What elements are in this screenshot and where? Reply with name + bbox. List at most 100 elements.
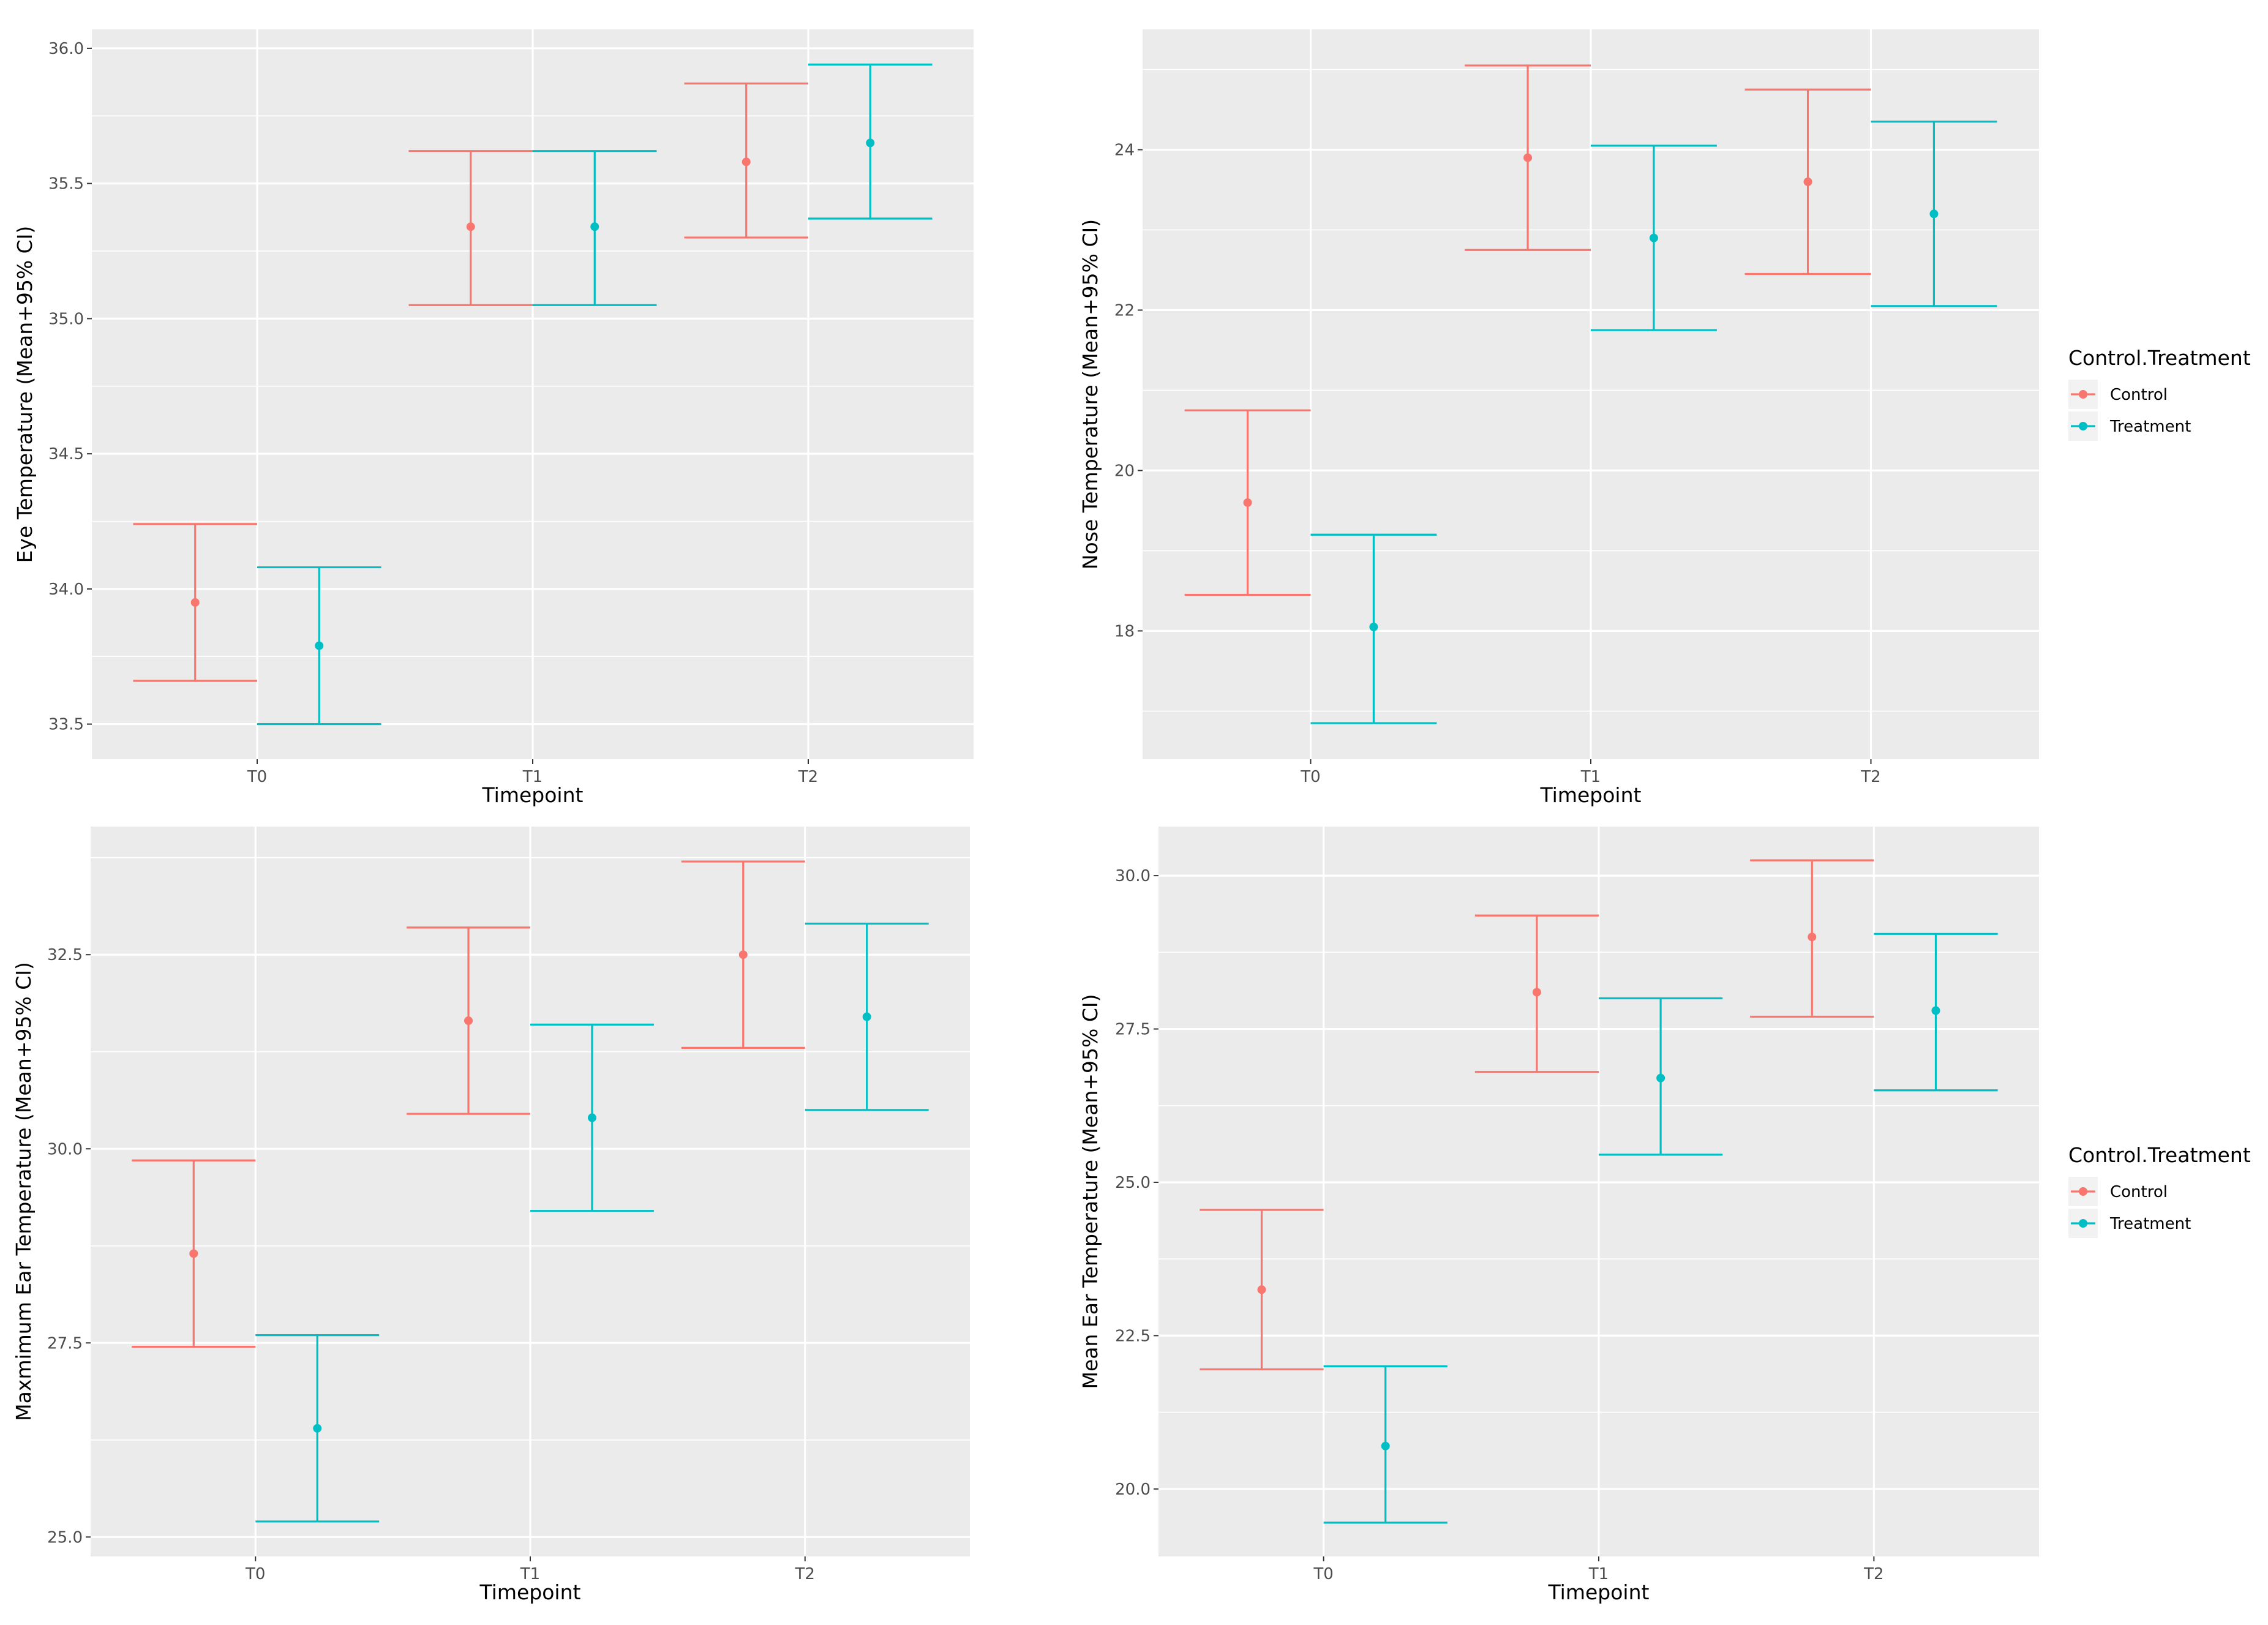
y-tick-label: 32.5 bbox=[47, 946, 83, 964]
mean-point bbox=[738, 950, 748, 959]
mean-point bbox=[1523, 153, 1533, 162]
errorbar-control-T0 bbox=[133, 523, 257, 682]
legend-label: Treatment bbox=[2109, 418, 2191, 436]
legend-item-treatment: Treatment bbox=[2068, 411, 2191, 441]
x-tick-label: T2 bbox=[1863, 1565, 1883, 1583]
y-tick-label: 35.0 bbox=[48, 310, 84, 328]
mean-point bbox=[1532, 988, 1541, 997]
x-tick-label: T2 bbox=[795, 1565, 815, 1583]
errorbar-control-T2 bbox=[1750, 859, 1874, 1018]
legend-label: Control bbox=[2110, 386, 2168, 404]
legend-title: Control.Treatment bbox=[2068, 1143, 2251, 1167]
mean-point bbox=[315, 641, 324, 650]
errorbar-treatment-T0 bbox=[255, 1334, 380, 1523]
mean-point bbox=[862, 1012, 871, 1021]
mean-point bbox=[1257, 1285, 1266, 1294]
errorbar-treatment-T0 bbox=[1310, 533, 1437, 724]
panel-3: 25.0 27.5 30.0 32.5 T0 T1 T2 Timepoint Maxmimum … bbox=[12, 827, 970, 1604]
errorbar-treatment-T2 bbox=[1871, 121, 1997, 307]
x-tick-label: T1 bbox=[1588, 1565, 1609, 1583]
y-tick-label: 18 bbox=[1114, 622, 1135, 640]
x-tick-label: T0 bbox=[1313, 1565, 1333, 1583]
legend-label: Treatment bbox=[2109, 1215, 2191, 1233]
legend-item-treatment: Treatment bbox=[2068, 1209, 2191, 1238]
legend-key-point bbox=[2079, 1187, 2087, 1196]
errorbar-control-T2 bbox=[684, 82, 808, 239]
legend-label: Control bbox=[2110, 1183, 2168, 1201]
legend-key-point bbox=[2079, 390, 2087, 399]
y-tick-label: 27.5 bbox=[47, 1334, 83, 1353]
mean-point bbox=[866, 138, 875, 148]
y-tick-label: 34.5 bbox=[48, 445, 84, 463]
legend-2: Control.Treatment Control Treatment bbox=[2068, 1143, 2251, 1238]
y-tick-label: 33.5 bbox=[48, 716, 84, 734]
x-tick-label: T0 bbox=[245, 1565, 265, 1583]
panel-1: 33.5 34.0 34.5 35.0 35.5 36.0 T0 T1 T2 Timepoint E… bbox=[13, 29, 974, 807]
mean-point bbox=[464, 1016, 473, 1026]
y-tick-label: 20 bbox=[1114, 462, 1135, 480]
y-axis-title: Nose Temperature (Mean+95% CI) bbox=[1078, 219, 1102, 569]
y-tick-label: 25.0 bbox=[47, 1528, 83, 1547]
panel-2: 18 20 22 24 T0 T1 T2 Timepoint Nose Temperature … bbox=[1078, 29, 2039, 807]
y-tick-label: 30.0 bbox=[47, 1140, 83, 1158]
x-axis-title: Timepoint bbox=[1540, 783, 1642, 807]
errorbar-treatment-T1 bbox=[530, 1023, 654, 1212]
mean-point bbox=[1803, 177, 1812, 186]
x-tick-label: T1 bbox=[520, 1565, 540, 1583]
mean-point bbox=[1929, 209, 1939, 219]
x-tick-label: T0 bbox=[1300, 768, 1320, 786]
errorbar-treatment-T1 bbox=[533, 150, 657, 306]
x-tick-label: T1 bbox=[522, 768, 543, 786]
mean-point bbox=[466, 222, 475, 231]
mean-point bbox=[1369, 622, 1378, 631]
errorbar-control-T2 bbox=[681, 860, 805, 1049]
errorbar-treatment-T0 bbox=[257, 566, 381, 726]
mean-point bbox=[1808, 933, 1817, 942]
y-tick-label: 34.0 bbox=[48, 580, 84, 599]
y-tick-label: 24 bbox=[1114, 141, 1135, 159]
mean-point bbox=[1243, 498, 1252, 507]
y-tick-label: 27.5 bbox=[1115, 1021, 1151, 1039]
y-tick-label: 30.0 bbox=[1115, 867, 1151, 885]
y-tick-label: 22 bbox=[1114, 301, 1135, 320]
legend-item-control: Control bbox=[2068, 1177, 2168, 1206]
x-axis-title: Timepoint bbox=[482, 783, 584, 807]
errorbar-treatment-T1 bbox=[1599, 997, 1723, 1156]
errorbar-treatment-T2 bbox=[805, 922, 929, 1111]
y-tick-label: 35.5 bbox=[48, 175, 84, 193]
y-tick-label: 20.0 bbox=[1115, 1481, 1151, 1499]
legend-1: Control.Treatment Control Treatment bbox=[2068, 346, 2251, 441]
errorbar-control-T1 bbox=[407, 926, 530, 1115]
errorbar-control-T1 bbox=[408, 150, 533, 306]
errorbar-control-T0 bbox=[1184, 409, 1311, 596]
mean-point bbox=[189, 1249, 198, 1258]
x-axis-title: Timepoint bbox=[1548, 1580, 1650, 1604]
mean-point bbox=[313, 1424, 322, 1433]
y-tick-label: 25.0 bbox=[1115, 1174, 1151, 1192]
errorbar-treatment-T0 bbox=[1323, 1365, 1448, 1524]
errorbar-control-T1 bbox=[1465, 64, 1591, 251]
x-tick-label: T0 bbox=[247, 768, 267, 786]
y-axis-title: Eye Temperature (Mean+95% CI) bbox=[13, 226, 37, 563]
x-tick-label: T2 bbox=[1860, 768, 1880, 786]
mean-point bbox=[1649, 233, 1658, 242]
x-axis-title: Timepoint bbox=[479, 1580, 581, 1604]
panel-4: 20.0 22.5 25.0 27.5 30.0 T0 T1 T2 Timepoint Mean … bbox=[1078, 827, 2039, 1604]
x-tick-label: T2 bbox=[798, 768, 818, 786]
errorbar-control-T0 bbox=[132, 1159, 256, 1348]
mean-point bbox=[1931, 1006, 1940, 1015]
mean-point bbox=[587, 1113, 596, 1122]
x-tick-label: T1 bbox=[1580, 768, 1601, 786]
mean-point bbox=[190, 598, 200, 607]
mean-point bbox=[1381, 1441, 1390, 1450]
mean-point bbox=[742, 157, 751, 167]
errorbar-control-T0 bbox=[1200, 1209, 1324, 1371]
y-tick-label: 36.0 bbox=[48, 40, 84, 58]
legend-key-point bbox=[2079, 422, 2087, 430]
mean-point bbox=[590, 222, 599, 231]
legend-title: Control.Treatment bbox=[2068, 346, 2251, 370]
errorbar-treatment-T2 bbox=[808, 63, 933, 220]
errorbar-control-T2 bbox=[1744, 88, 1871, 276]
mean-point bbox=[1656, 1073, 1665, 1083]
